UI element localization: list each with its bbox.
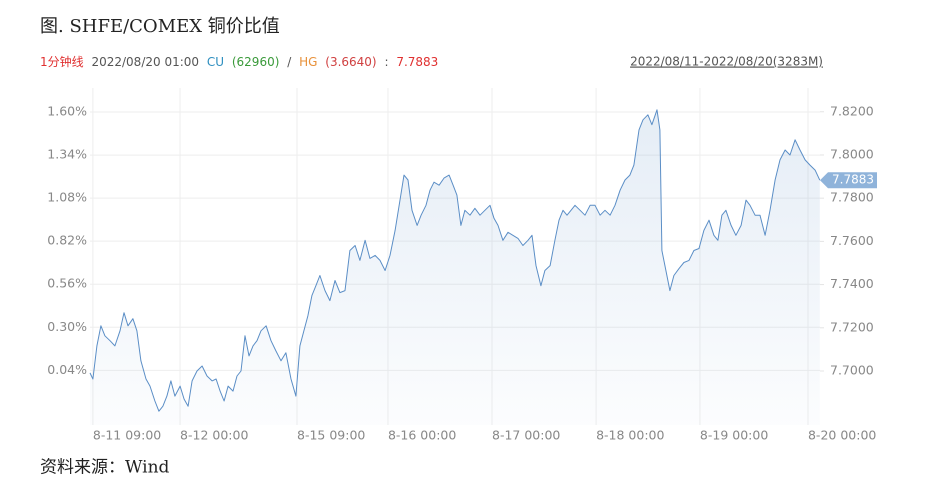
info-period: 1分钟线 xyxy=(40,54,84,69)
info-time: 2022/08/20 01:00 xyxy=(91,55,199,69)
y2-tick-label: 7.7600 xyxy=(830,233,874,248)
source: 资料来源：Wind xyxy=(40,458,170,478)
y-tick-label: 1.60% xyxy=(47,104,87,119)
y-tick-label: 0.04% xyxy=(47,362,87,377)
info-ratio: 7.7883 xyxy=(396,55,438,69)
info-colon: : xyxy=(384,55,388,69)
info-line: 1分钟线 2022/08/20 01:00 CU (62960) / HG (3… xyxy=(40,54,438,69)
x-tick-label: 8-19 00:00 xyxy=(700,428,768,443)
area xyxy=(90,109,820,426)
y-tick-label: 0.30% xyxy=(47,319,87,334)
y-tick-label: 0.82% xyxy=(47,233,87,248)
x-tick-label: 8-16 00:00 xyxy=(388,428,456,443)
range-text: 2022/08/11-2022/08/20(3283M) xyxy=(630,55,823,69)
info-sep: / xyxy=(287,55,292,69)
y2-tick-label: 7.8200 xyxy=(830,103,874,118)
x-tick-label: 8-11 09:00 xyxy=(93,428,161,443)
y-tick-label: 0.56% xyxy=(47,276,87,291)
info-hg-label: HG xyxy=(299,55,317,69)
y-tick-label: 1.34% xyxy=(47,147,87,162)
chart-title: 图. SHFE/COMEX 铜价比值 xyxy=(40,16,280,37)
x-tick-label: 8-18 00:00 xyxy=(596,428,664,443)
x-tick-label: 8-12 00:00 xyxy=(180,428,248,443)
last-value-tag xyxy=(820,172,877,189)
x-tick-label: 8-20 00:00 xyxy=(808,428,876,443)
x-tick-label: 8-17 00:00 xyxy=(492,428,560,443)
info-hg: (3.6640) xyxy=(325,55,376,69)
info-cu: (62960) xyxy=(232,55,280,69)
last-value-label: 7.7883 xyxy=(832,173,874,187)
y2-tick-label: 7.7400 xyxy=(830,276,874,291)
y2-tick-label: 7.7000 xyxy=(830,362,874,377)
y2-tick-label: 7.7800 xyxy=(830,190,874,205)
y2-tick-label: 7.8000 xyxy=(830,146,874,161)
x-tick-label: 8-15 09:00 xyxy=(297,428,365,443)
y2-tick-label: 7.7200 xyxy=(830,319,874,334)
info-cu-label: CU xyxy=(207,55,224,69)
line xyxy=(89,109,821,412)
y-tick-label: 1.08% xyxy=(47,190,87,205)
